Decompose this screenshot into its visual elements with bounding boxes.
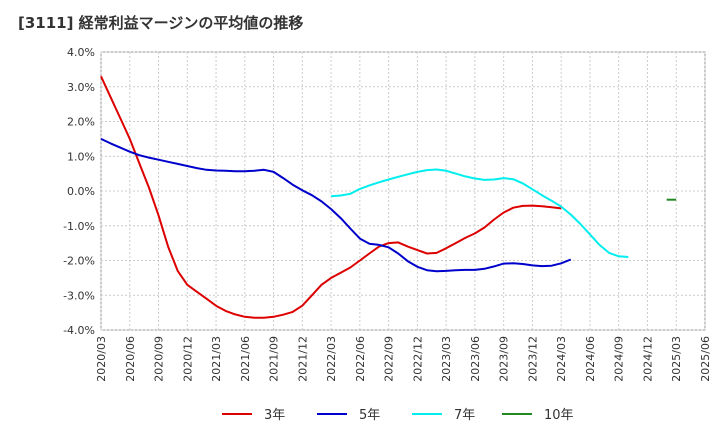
y-tick-label: 1.0% (67, 150, 95, 163)
x-tick-label: 2023/03 (440, 336, 453, 382)
x-tick-label: 2025/06 (699, 336, 712, 382)
x-tick-label: 2022/03 (325, 336, 338, 382)
x-tick-label: 2021/12 (296, 336, 309, 382)
x-tick-label: 2020/06 (124, 336, 137, 382)
series-line-3 (331, 168, 629, 258)
x-tick-label: 2022/09 (383, 336, 396, 382)
x-tick-label: 2024/06 (584, 336, 597, 382)
series-line-2 (100, 137, 572, 273)
x-tick-label: 2022/06 (354, 336, 367, 382)
y-tick-label: 4.0% (67, 46, 95, 59)
x-tick-label: 2024/12 (641, 336, 654, 382)
x-tick-label: 2020/12 (181, 336, 194, 382)
legend: 3年 5年 7年 10年 (222, 408, 574, 423)
x-tick-label: 2023/12 (526, 336, 539, 382)
x-tick-label: 2025/03 (670, 336, 683, 382)
legend-label: 10年 (544, 408, 574, 423)
y-tick-label: -4.0% (63, 324, 95, 337)
x-tick-label: 2023/09 (498, 336, 511, 382)
x-tick-label: 2020/03 (95, 336, 108, 382)
chart-title: [3111] 経常利益マージンの平均値の推移 (18, 14, 304, 32)
x-tick-label: 2021/03 (210, 336, 223, 382)
x-tick-label: 2021/09 (268, 336, 281, 382)
y-tick-label: 2.0% (67, 116, 95, 129)
x-tick-label: 2023/06 (469, 336, 482, 382)
x-tick-label: 2024/09 (613, 336, 626, 382)
series-line-1 (100, 75, 562, 319)
x-tick-label: 2024/03 (555, 336, 568, 382)
y-tick-label: 0.0% (67, 185, 95, 198)
y-tick-label: 3.0% (67, 81, 95, 94)
axes: 4.0% 3.0% 2.0% 1.0% 0.0% -1.0% -2.0% -3.0% -4.0%… (63, 46, 712, 382)
x-tick-label: 2022/12 (411, 336, 424, 382)
legend-label: 7年 (454, 408, 475, 423)
y-tick-label: -2.0% (63, 255, 95, 268)
x-tick-label: 2021/06 (239, 336, 252, 382)
legend-label: 3年 (264, 408, 285, 423)
x-tick-label: 2020/09 (153, 336, 166, 382)
legend-label: 5年 (359, 408, 380, 423)
grid (100, 51, 706, 331)
y-tick-label: -1.0% (63, 220, 95, 233)
series-lines (100, 75, 677, 319)
y-tick-label: -3.0% (63, 289, 95, 302)
